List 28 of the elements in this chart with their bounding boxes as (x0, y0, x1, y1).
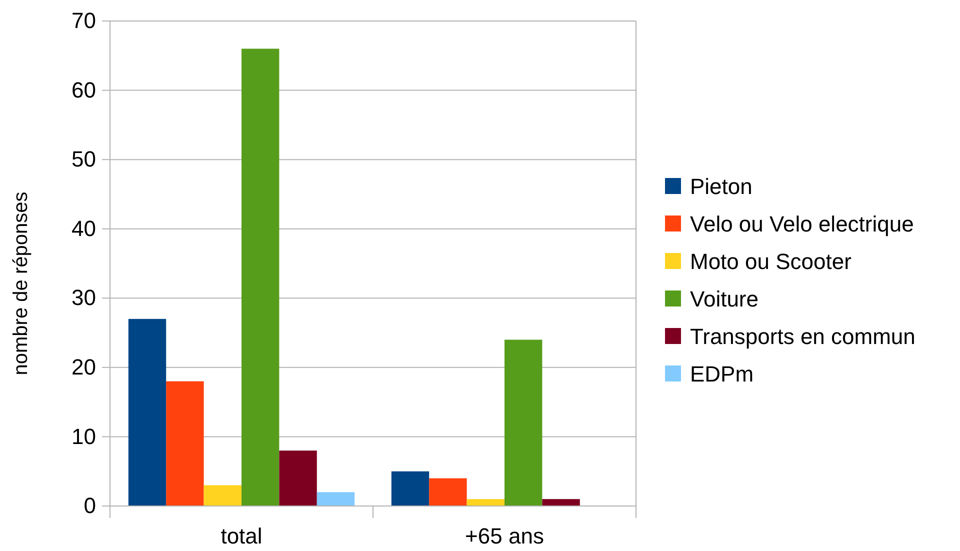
legend-label: Moto ou Scooter (690, 249, 852, 274)
y-tick-label: 30 (72, 285, 96, 310)
bar (391, 471, 430, 506)
bar (166, 381, 204, 506)
x-tick-label: +65 ans (465, 524, 544, 549)
bar (542, 499, 580, 506)
bar (242, 48, 280, 506)
y-tick-label: 50 (72, 146, 96, 172)
y-tick-label: 40 (72, 216, 96, 241)
legend-label: EDPm (690, 362, 754, 386)
legend-label: Transports en commun (690, 324, 916, 349)
legend-label: Velo ou Velo electrique (690, 212, 914, 236)
bar (429, 478, 467, 506)
bar (279, 450, 317, 506)
bar (466, 499, 504, 506)
legend-label: Pieton (690, 174, 752, 199)
y-axis-title: nombre de réponses (10, 192, 32, 376)
y-tick-label: 60 (72, 77, 96, 102)
bar (316, 492, 355, 506)
y-tick-label: 20 (72, 354, 96, 380)
bar (204, 485, 242, 506)
legend-label: Voiture (690, 286, 758, 312)
y-tick-label: 0 (84, 493, 96, 518)
y-tick-label: 10 (72, 424, 96, 449)
bar (128, 318, 166, 506)
y-tick-label: 70 (72, 8, 96, 34)
x-tick-label: total (220, 524, 262, 549)
bar (504, 340, 542, 506)
